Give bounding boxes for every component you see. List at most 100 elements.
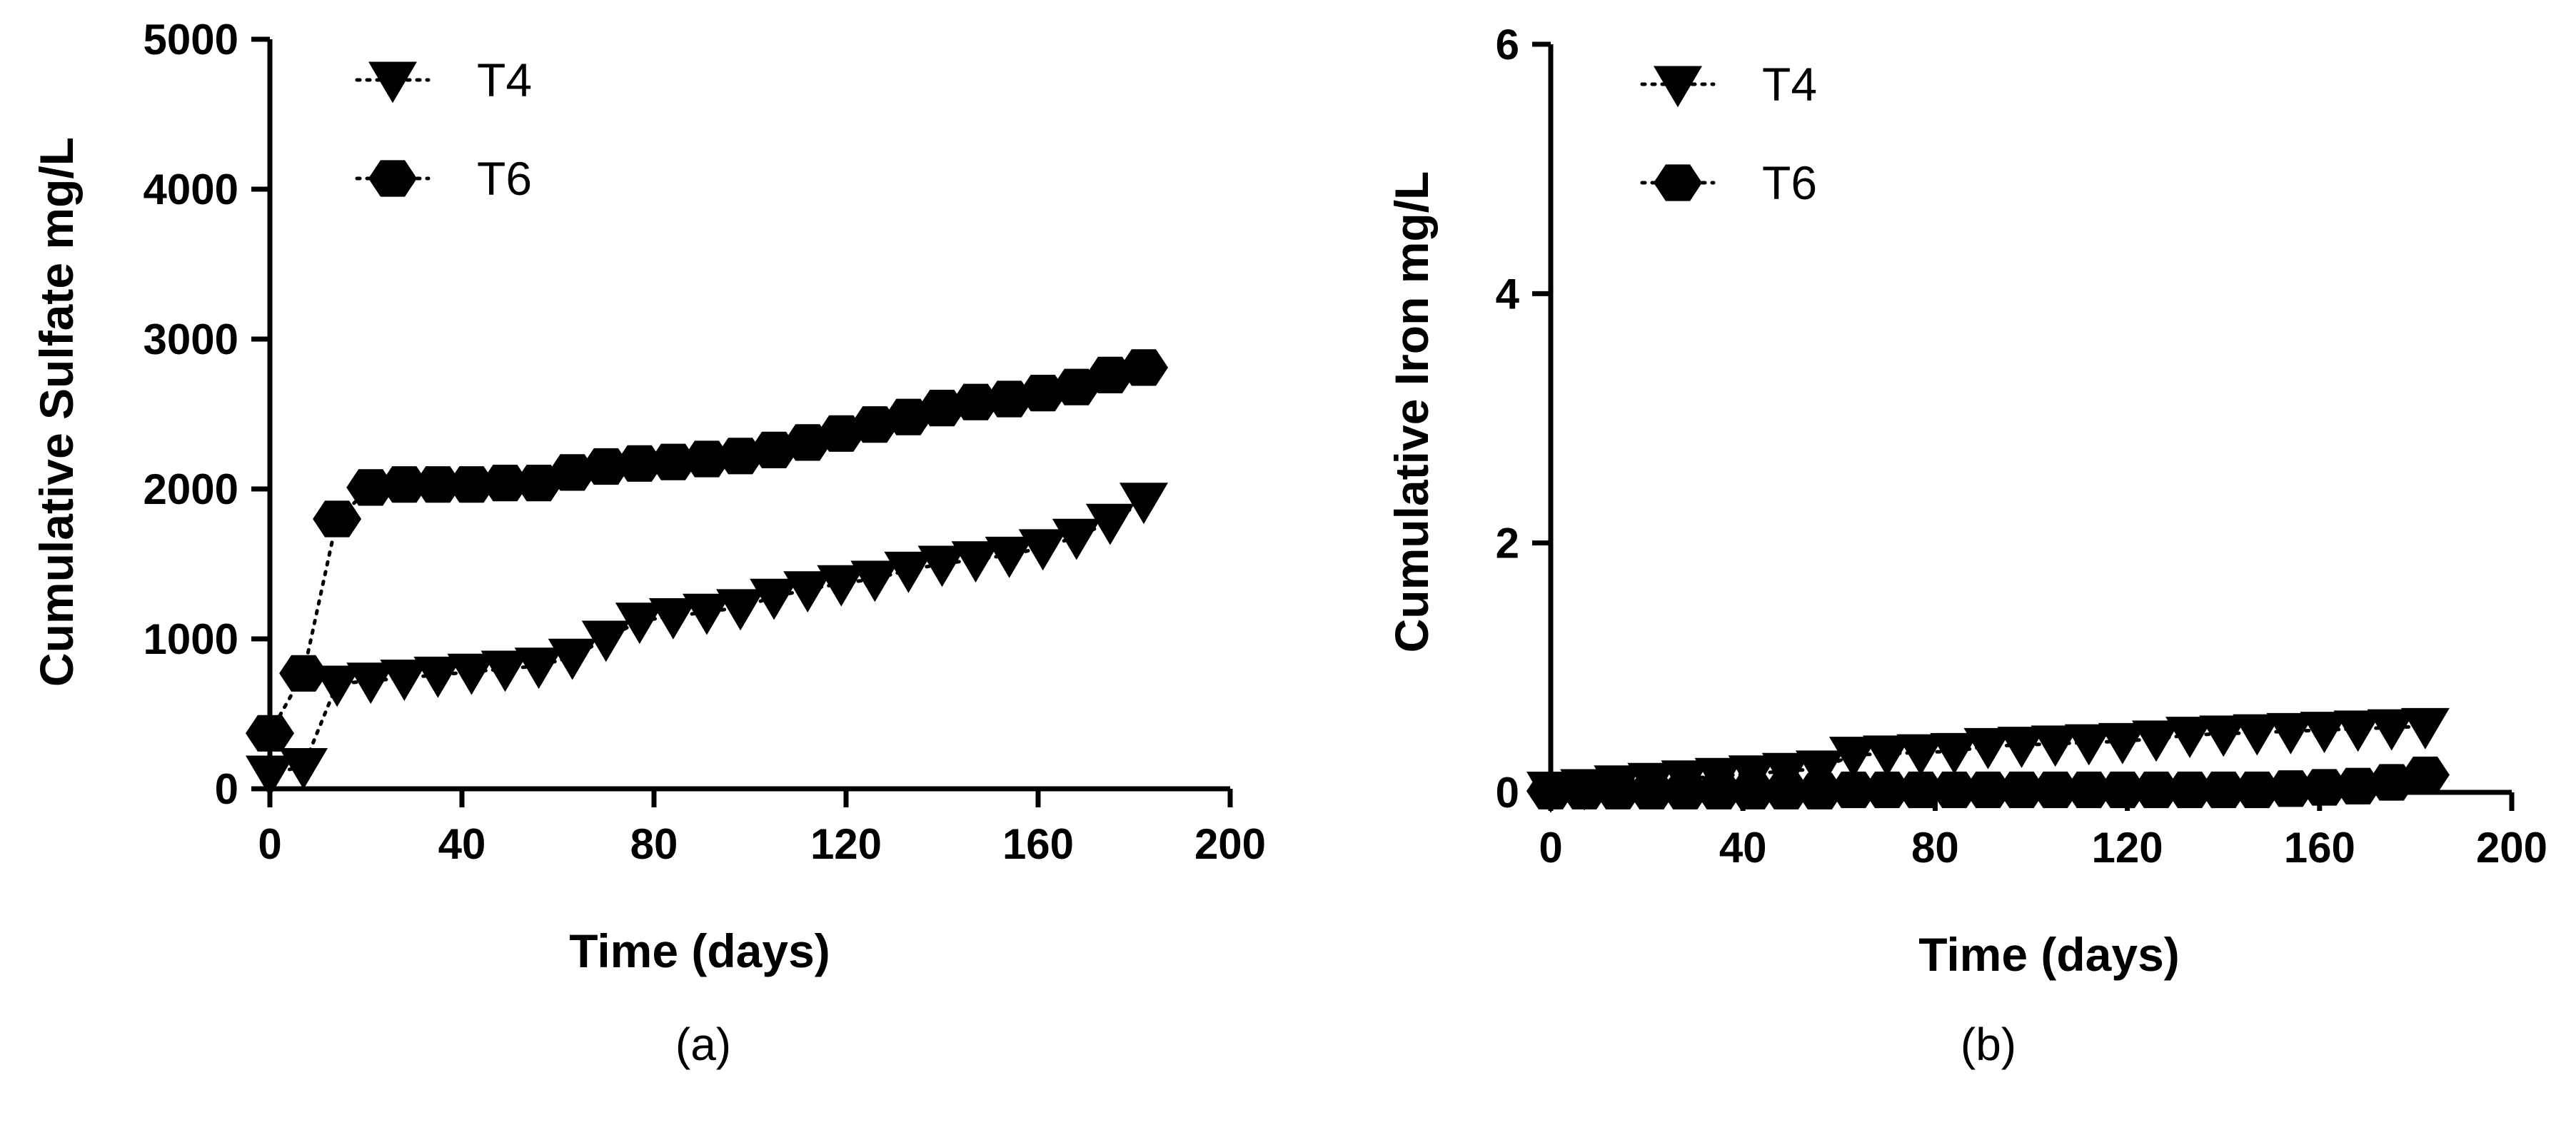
marker-triangle-point [2233, 714, 2282, 756]
marker-hexagon-point [1661, 772, 1710, 809]
marker-hexagon-point [2064, 771, 2113, 809]
x-tick-label: 200 [2476, 824, 2547, 872]
panel-caption: (b) [1961, 1019, 2016, 1070]
marker-triangle-point [2367, 709, 2416, 751]
marker-triangle-point [581, 620, 630, 662]
marker-triangle-point [447, 653, 496, 695]
marker-triangle-point [783, 571, 832, 612]
marker-hexagon-point [2132, 771, 2180, 809]
marker-triangle-point [917, 545, 967, 587]
x-axis-title: Time (days) [1918, 928, 2180, 981]
marker-triangle-point [951, 541, 1000, 582]
y-axis-title: Cumulative Iron mg/L [1385, 171, 1438, 653]
marker-triangle-point [2333, 710, 2383, 752]
marker-triangle-point [1828, 737, 1878, 778]
marker-triangle-point [279, 748, 328, 789]
marker-triangle-point [2131, 720, 2180, 762]
marker-triangle-point [346, 662, 396, 705]
marker-hexagon-point [2199, 771, 2248, 809]
marker-triangle-point [1085, 503, 1134, 545]
marker-triangle-point [548, 638, 597, 680]
marker-hexagon-point [615, 445, 664, 482]
marker-hexagon-point [581, 448, 630, 485]
marker-triangle-point [1654, 66, 1702, 108]
marker-hexagon-point [481, 465, 530, 502]
marker-hexagon-point [1654, 164, 1702, 201]
marker-hexagon-point [951, 383, 1000, 420]
marker-hexagon-point [413, 466, 463, 503]
marker-triangle-point [648, 598, 698, 640]
marker-hexagon-point [2400, 756, 2450, 794]
marker-triangle-point [817, 565, 866, 607]
marker-triangle-point [1930, 732, 1979, 775]
x-tick-label: 160 [2284, 824, 2355, 872]
marker-hexagon-point [2333, 767, 2383, 804]
marker-triangle-point [1863, 735, 1912, 777]
y-tick-label: 6 [1496, 21, 1519, 69]
marker-hexagon-point [2300, 769, 2349, 806]
y-tick-label: 2 [1496, 520, 1519, 567]
marker-triangle-point [2064, 724, 2113, 766]
marker-triangle-point [2199, 715, 2248, 757]
series-t6 [246, 349, 1168, 752]
series-t4 [1526, 707, 2450, 813]
marker-hexagon-point [380, 466, 429, 503]
marker-triangle-point [380, 660, 429, 701]
panel-caption: (a) [675, 1019, 731, 1070]
marker-triangle-point [682, 593, 731, 635]
marker-triangle-point [1896, 734, 1946, 776]
chart-panel-a: Cumulative Sulfate mg/L Time (days) (a) … [30, 16, 1266, 1070]
marker-triangle-point [2031, 725, 2080, 767]
marker-triangle-point [1119, 483, 1168, 525]
series-t4 [246, 483, 1168, 797]
marker-triangle-point [850, 560, 900, 602]
x-tick-label: 40 [438, 820, 486, 868]
marker-triangle-point [2400, 707, 2450, 750]
y-tick-label: 1000 [144, 615, 238, 663]
marker-hexagon-point [2098, 771, 2147, 809]
marker-hexagon-point [313, 500, 362, 538]
x-tick-label: 120 [2092, 824, 2163, 872]
marker-hexagon-point [2165, 771, 2215, 809]
marker-hexagon-point [683, 440, 731, 478]
x-tick-label: 80 [630, 820, 678, 868]
marker-hexagon-point [447, 466, 496, 503]
marker-hexagon-point [1728, 772, 1777, 809]
marker-hexagon-point [1627, 772, 1676, 809]
marker-hexagon-point [1761, 772, 1811, 809]
x-tick-label: 120 [810, 820, 882, 868]
marker-hexagon-point [1930, 771, 1979, 809]
y-tick-label: 0 [215, 765, 238, 813]
marker-triangle-point [2098, 722, 2147, 765]
series-t6 [1526, 756, 2450, 809]
legend-item-t6: T6 [355, 152, 532, 205]
legend-label: T4 [477, 54, 532, 106]
legend-item-t4: T4 [355, 54, 532, 106]
y-tick-label: 0 [1496, 769, 1519, 817]
marker-hexagon-point [1560, 772, 1609, 809]
marker-hexagon-point [2031, 771, 2080, 809]
marker-hexagon-point [368, 160, 417, 197]
legend-label: T6 [1762, 156, 1817, 209]
marker-hexagon-point [246, 715, 294, 752]
marker-triangle-point [750, 578, 799, 620]
x-tick-label: 80 [1911, 824, 1959, 872]
marker-triangle-point [716, 589, 765, 631]
x-tick-label: 160 [1002, 820, 1074, 868]
y-tick-label: 4000 [144, 166, 238, 213]
marker-triangle-point [1018, 529, 1067, 571]
marker-hexagon-point [1896, 771, 1946, 809]
legend-item-t6: T6 [1640, 156, 1817, 209]
x-tick-label: 200 [1194, 820, 1266, 868]
marker-triangle-point [246, 755, 294, 797]
legend-label: T4 [1762, 58, 1817, 111]
chart-panel-b: Cumulative Iron mg/L Time (days) (b) 0 2 4… [1385, 21, 2547, 1070]
marker-hexagon-point [1863, 771, 1912, 809]
marker-triangle-point [514, 647, 563, 690]
x-axis-title: Time (days) [569, 924, 830, 977]
marker-hexagon-point [1997, 771, 2046, 809]
marker-triangle-point [1963, 727, 2013, 770]
x-tick-label: 0 [258, 820, 281, 868]
marker-triangle-point [2165, 717, 2215, 758]
